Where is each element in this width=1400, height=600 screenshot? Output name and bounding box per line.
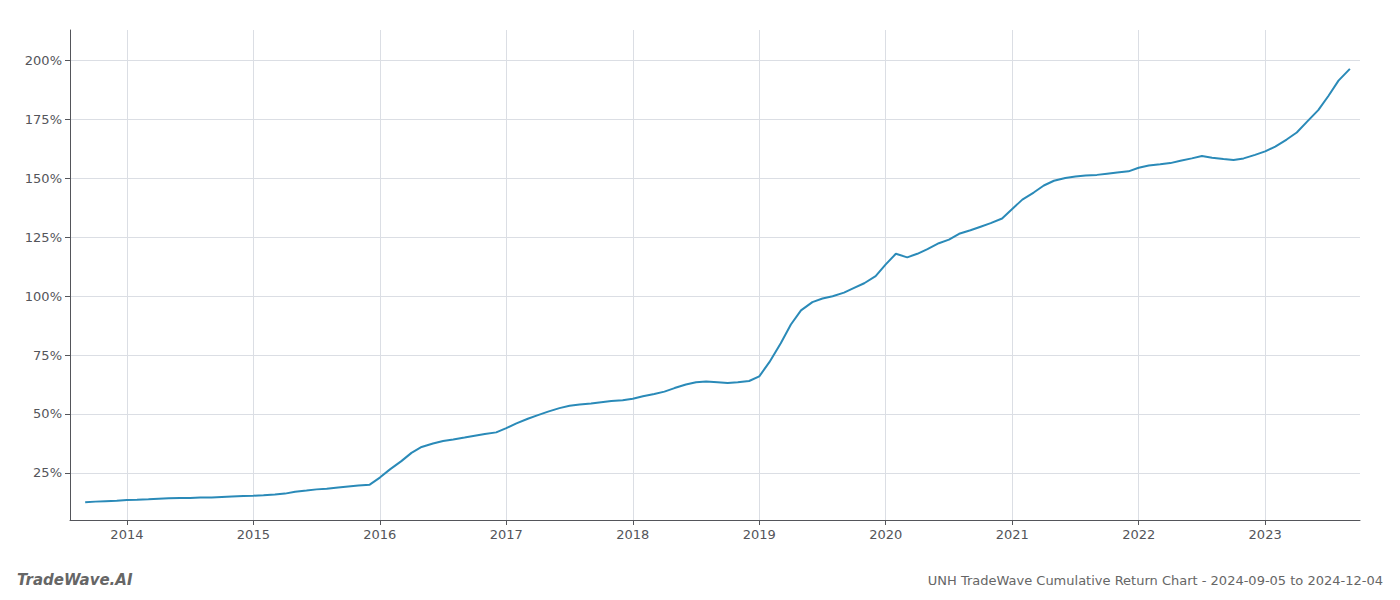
svg-text:50%: 50% bbox=[33, 406, 62, 421]
svg-text:175%: 175% bbox=[25, 112, 62, 127]
svg-text:2022: 2022 bbox=[1122, 527, 1155, 542]
svg-text:125%: 125% bbox=[25, 230, 62, 245]
svg-text:2014: 2014 bbox=[110, 527, 143, 542]
svg-text:2017: 2017 bbox=[490, 527, 523, 542]
svg-text:100%: 100% bbox=[25, 289, 62, 304]
svg-text:2020: 2020 bbox=[869, 527, 902, 542]
svg-text:150%: 150% bbox=[25, 171, 62, 186]
svg-text:2015: 2015 bbox=[237, 527, 270, 542]
svg-text:2023: 2023 bbox=[1249, 527, 1282, 542]
svg-text:200%: 200% bbox=[25, 53, 62, 68]
svg-text:2019: 2019 bbox=[743, 527, 776, 542]
svg-text:75%: 75% bbox=[33, 348, 62, 363]
svg-text:2018: 2018 bbox=[616, 527, 649, 542]
svg-text:25%: 25% bbox=[33, 465, 62, 480]
svg-text:2016: 2016 bbox=[363, 527, 396, 542]
svg-text:TradeWave.AI: TradeWave.AI bbox=[17, 571, 133, 589]
svg-text:2021: 2021 bbox=[996, 527, 1029, 542]
svg-text:UNH TradeWave Cumulative Retur: UNH TradeWave Cumulative Return Chart - … bbox=[928, 573, 1383, 588]
